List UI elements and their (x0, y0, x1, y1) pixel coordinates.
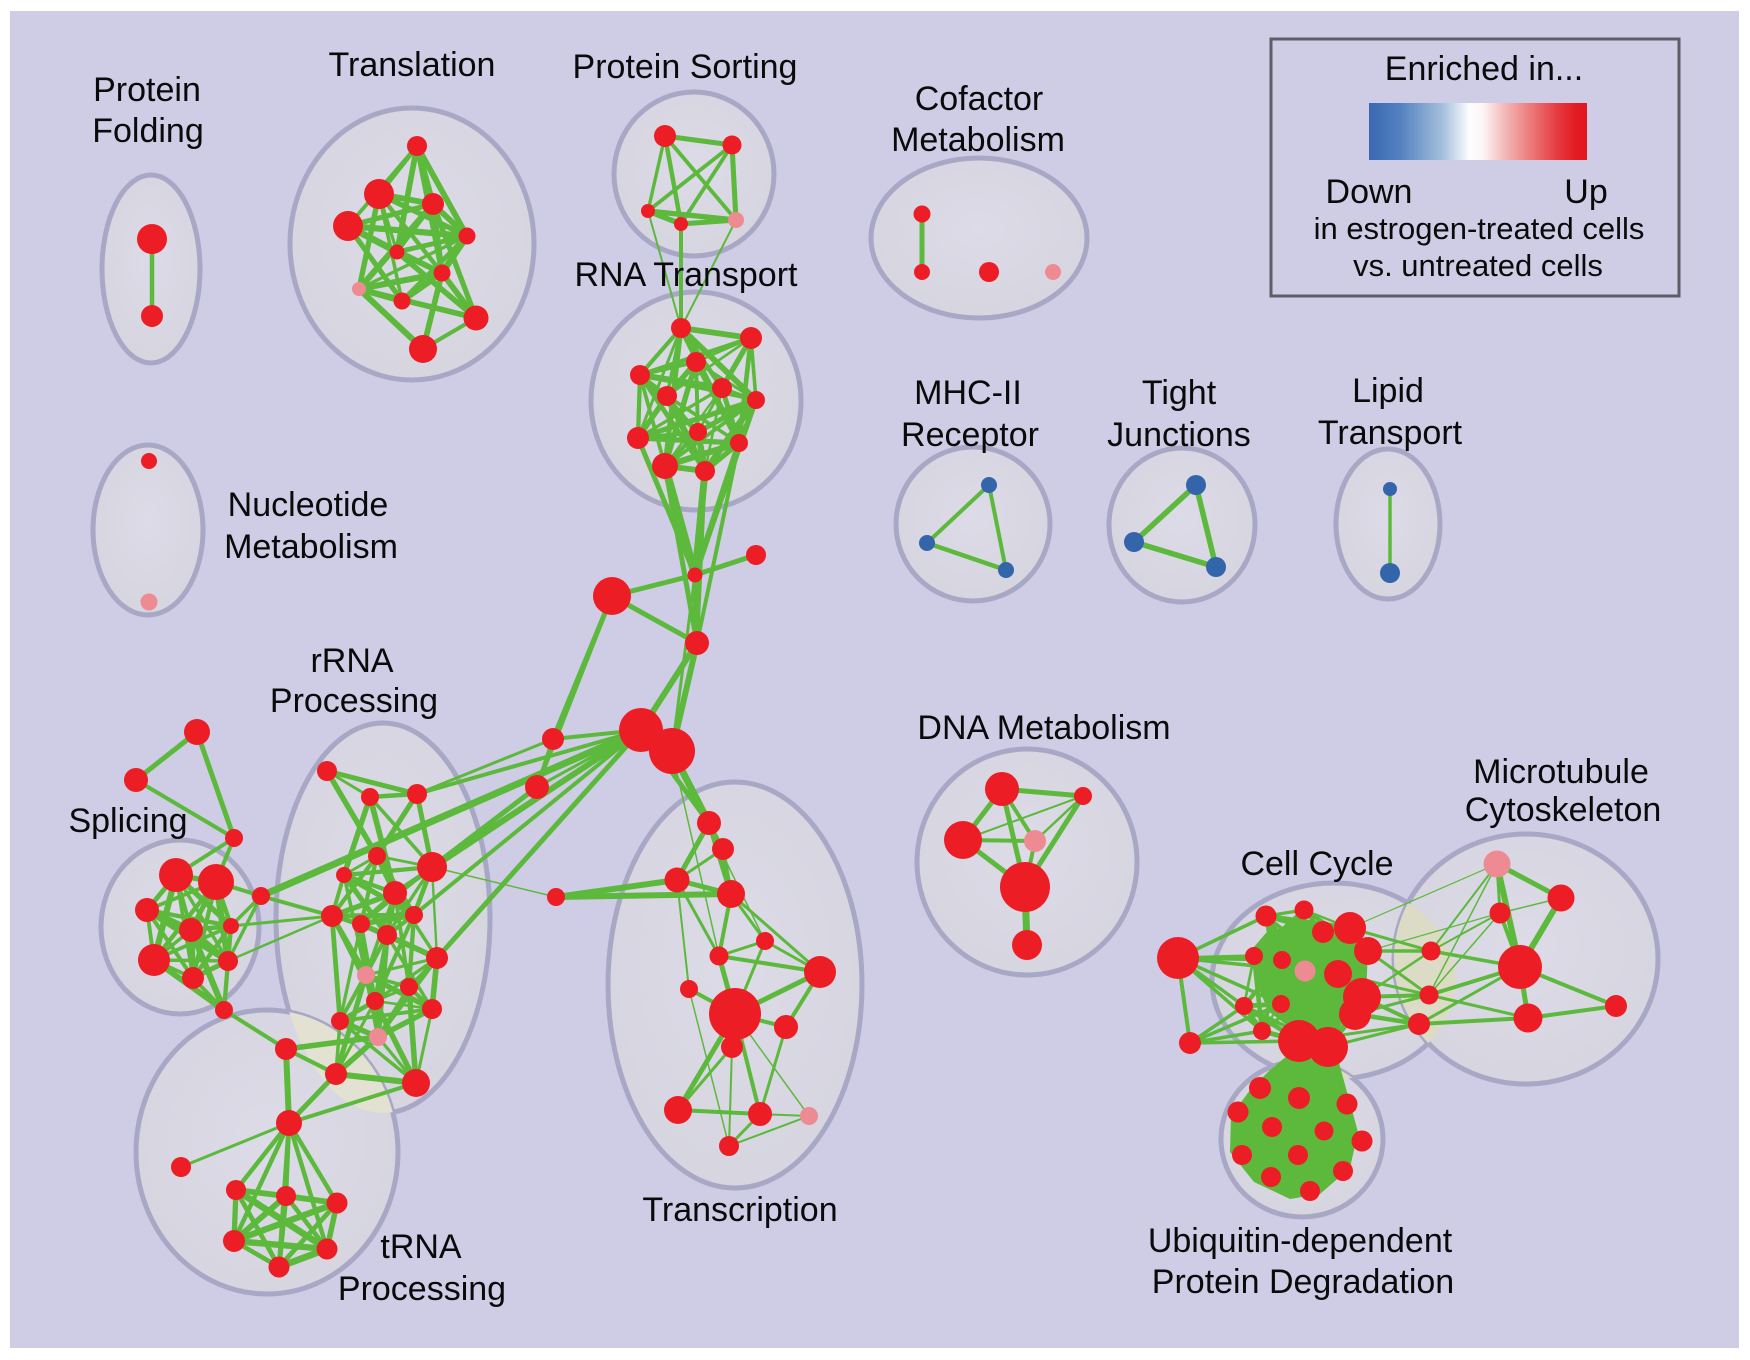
svg-text:Ubiquitin-dependent: Ubiquitin-dependent (1148, 1222, 1453, 1260)
svg-text:Cell Cycle: Cell Cycle (1240, 845, 1393, 883)
svg-text:Transport: Transport (1318, 414, 1463, 452)
svg-text:Processing: Processing (338, 1270, 506, 1308)
svg-text:Metabolism: Metabolism (224, 528, 398, 566)
svg-text:Lipid: Lipid (1352, 372, 1424, 410)
svg-text:MHC-II: MHC-II (914, 374, 1022, 412)
svg-text:Up: Up (1564, 173, 1607, 211)
svg-text:Tight: Tight (1142, 374, 1217, 412)
svg-text:Microtubule: Microtubule (1473, 753, 1649, 791)
svg-text:vs. untreated cells: vs. untreated cells (1353, 248, 1603, 283)
svg-text:in estrogen-treated cells: in estrogen-treated cells (1314, 211, 1645, 246)
svg-text:Protein Sorting: Protein Sorting (573, 48, 798, 86)
svg-text:Nucleotide: Nucleotide (228, 486, 389, 524)
svg-text:Metabolism: Metabolism (891, 121, 1065, 159)
svg-text:Processing: Processing (270, 682, 438, 720)
svg-text:Cytoskeleton: Cytoskeleton (1465, 791, 1662, 829)
svg-text:Down: Down (1326, 173, 1413, 211)
svg-text:Protein: Protein (93, 71, 201, 109)
svg-text:Junctions: Junctions (1107, 416, 1251, 454)
svg-text:Translation: Translation (329, 46, 496, 84)
svg-text:Cofactor: Cofactor (915, 80, 1044, 118)
svg-text:Transcription: Transcription (642, 1191, 837, 1229)
svg-text:Folding: Folding (92, 112, 204, 150)
svg-text:RNA Transport: RNA Transport (575, 256, 799, 294)
svg-text:Protein Degradation: Protein Degradation (1152, 1263, 1454, 1301)
svg-text:rRNA: rRNA (310, 642, 393, 680)
svg-text:DNA Metabolism: DNA Metabolism (917, 709, 1170, 747)
svg-text:Splicing: Splicing (68, 802, 187, 840)
svg-text:Enriched in...: Enriched in... (1385, 50, 1583, 88)
svg-text:tRNA: tRNA (380, 1228, 462, 1266)
svg-text:Receptor: Receptor (901, 416, 1039, 454)
